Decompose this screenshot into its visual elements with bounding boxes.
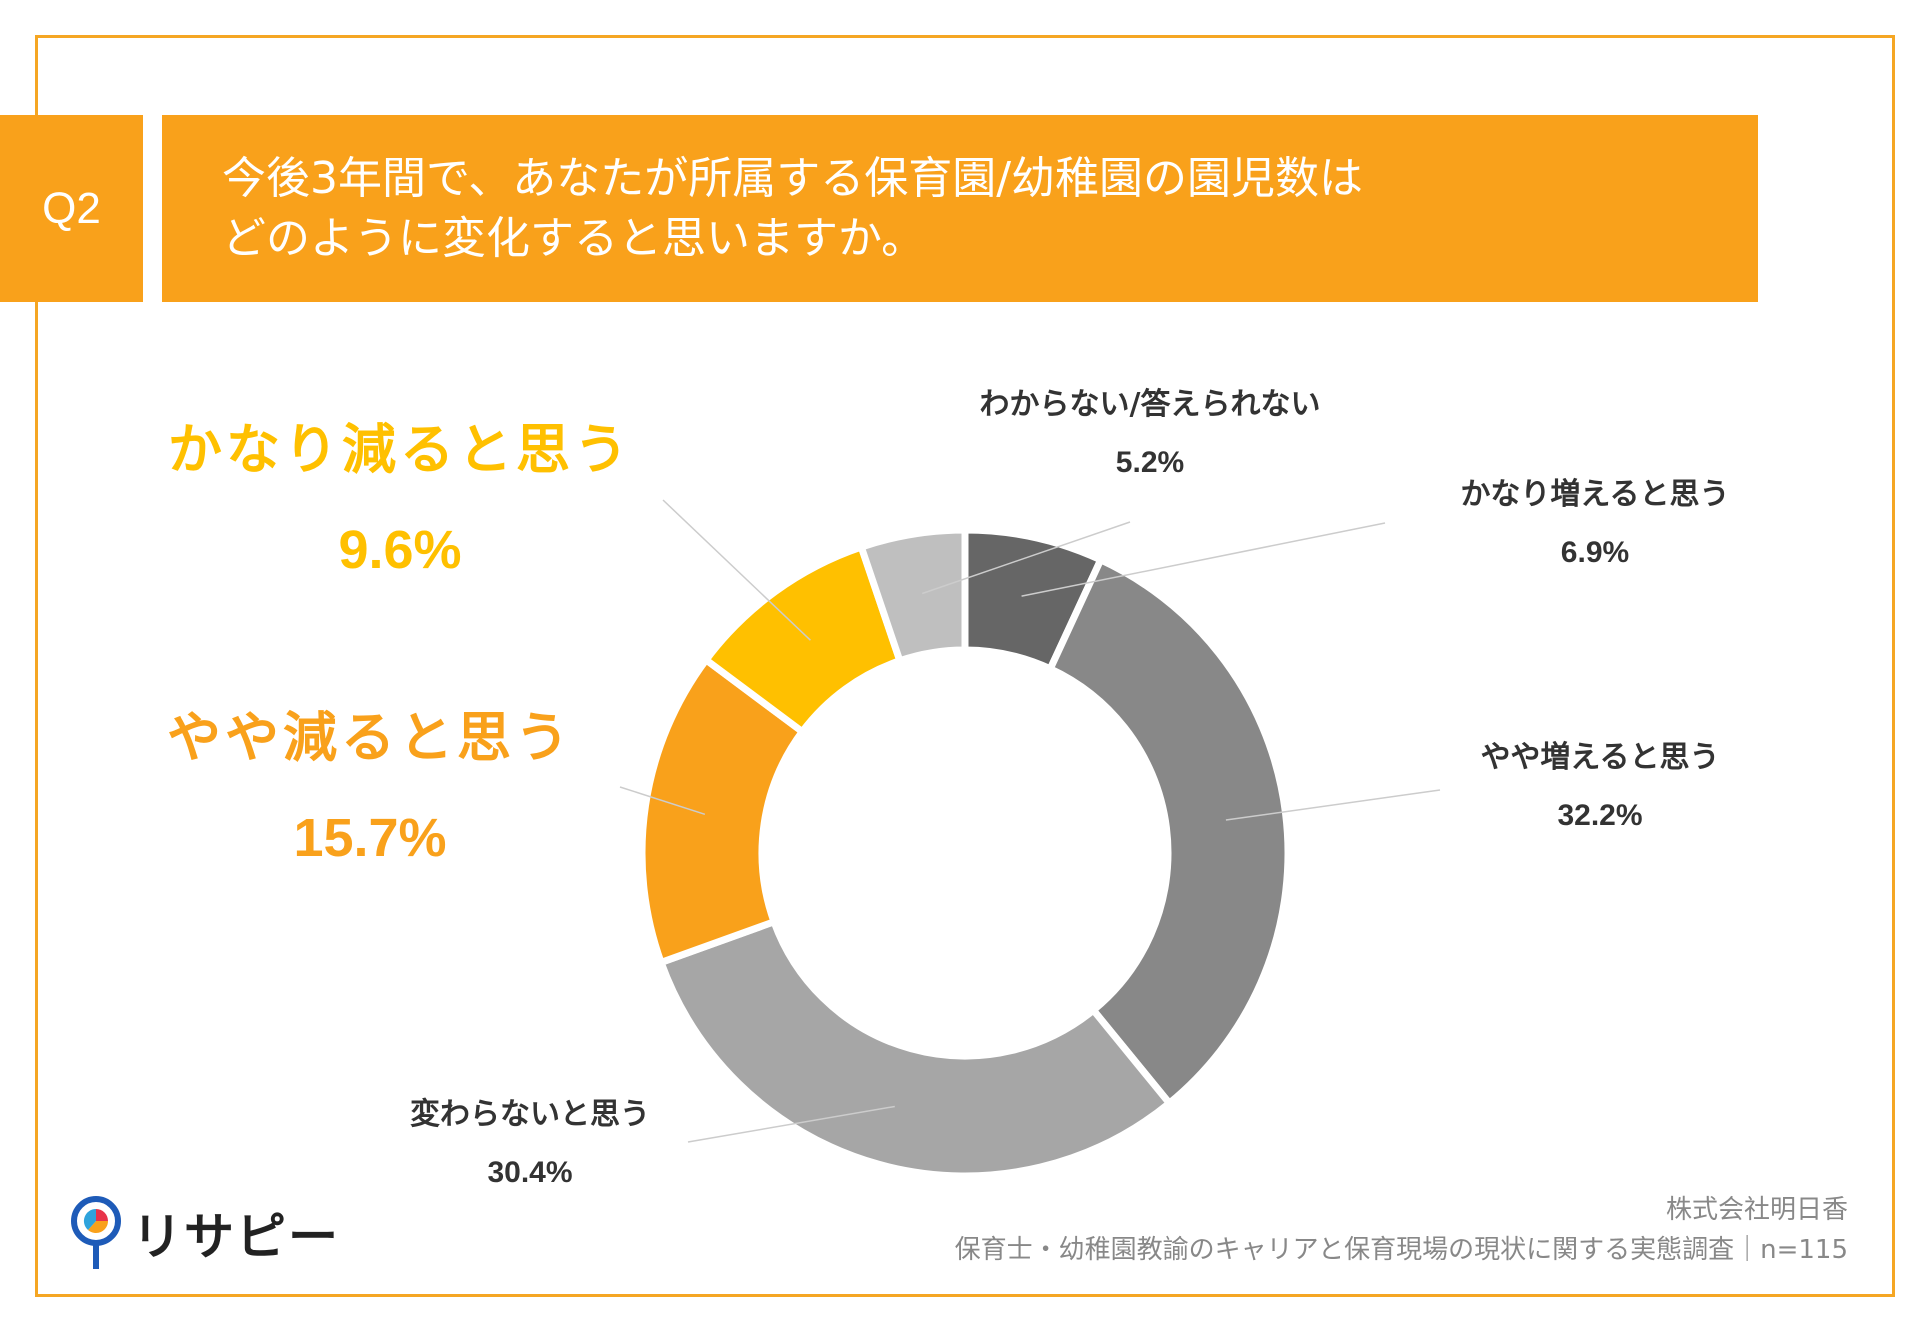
label-greatly-decrease-pct: 9.6%	[338, 520, 462, 580]
footer: 株式会社明日香 保育士・幼稚園教諭のキャリアと保育現場の現状に関する実態調査｜n…	[955, 1190, 1848, 1270]
slice-slightly-increase	[1045, 555, 1292, 1109]
logo-pin-icon	[71, 1196, 121, 1269]
label-greatly-decrease-name: かなり減ると思う	[168, 418, 632, 481]
slice-unknown	[856, 526, 969, 666]
label-greatly-increase-pct: 6.9%	[1560, 536, 1630, 569]
leader-greatly-decrease	[662, 499, 811, 641]
question-banner: 今後3年間で、あなたが所属する保育園/幼稚園の園児数は どのように変化すると思い…	[162, 115, 1758, 302]
footer-company: 株式会社明日香	[1665, 1195, 1848, 1225]
label-no-change-pct: 30.4%	[487, 1156, 573, 1189]
slice-slightly-decrease	[638, 654, 808, 967]
label-greatly-increase-name: かなり増えると思う	[1460, 477, 1730, 512]
label-unknown-name: わからない/答えられない	[979, 387, 1321, 422]
question-badge: Q2	[0, 115, 143, 302]
label-no-change-name: 変わらないと思う	[410, 1097, 650, 1132]
label-greatly-increase: かなり増えると思う 6.9%	[1430, 475, 1760, 573]
leader-slightly-decrease	[619, 786, 706, 816]
label-slightly-decrease-pct: 15.7%	[293, 808, 447, 868]
label-unknown: わからない/答えられない 5.2%	[930, 385, 1370, 483]
label-slightly-increase: やや増えると思う 32.2%	[1450, 738, 1750, 836]
logo-text: リサピー	[132, 1208, 340, 1266]
label-slightly-increase-pct: 32.2%	[1557, 799, 1643, 832]
leader-slightly-increase	[1225, 789, 1441, 821]
label-slightly-decrease: やや減ると思う 15.7%	[150, 706, 590, 870]
slide-frame	[35, 35, 1895, 1297]
label-no-change: 変わらないと思う 30.4%	[380, 1095, 680, 1193]
leader-no-change	[687, 1105, 895, 1143]
label-slightly-increase-name: やや増えると思う	[1480, 740, 1720, 775]
footer-survey: 保育士・幼稚園教諭のキャリアと保育現場の現状に関する実態調査｜n=115	[954, 1235, 1848, 1265]
leader-greatly-increase	[1021, 522, 1386, 597]
label-unknown-pct: 5.2%	[1115, 446, 1185, 479]
slice-no-change	[656, 917, 1175, 1180]
label-greatly-decrease: かなり減ると思う 9.6%	[150, 418, 650, 582]
question-line-2: どのように変化すると思いますか。	[222, 213, 926, 264]
label-slightly-decrease-name: やや減ると思う	[167, 706, 573, 769]
question-line-1: 今後3年間で、あなたが所属する保育園/幼稚園の園児数は	[222, 153, 1364, 204]
leader-unknown	[921, 521, 1131, 595]
risapi-logo: リサピー	[70, 1195, 340, 1271]
